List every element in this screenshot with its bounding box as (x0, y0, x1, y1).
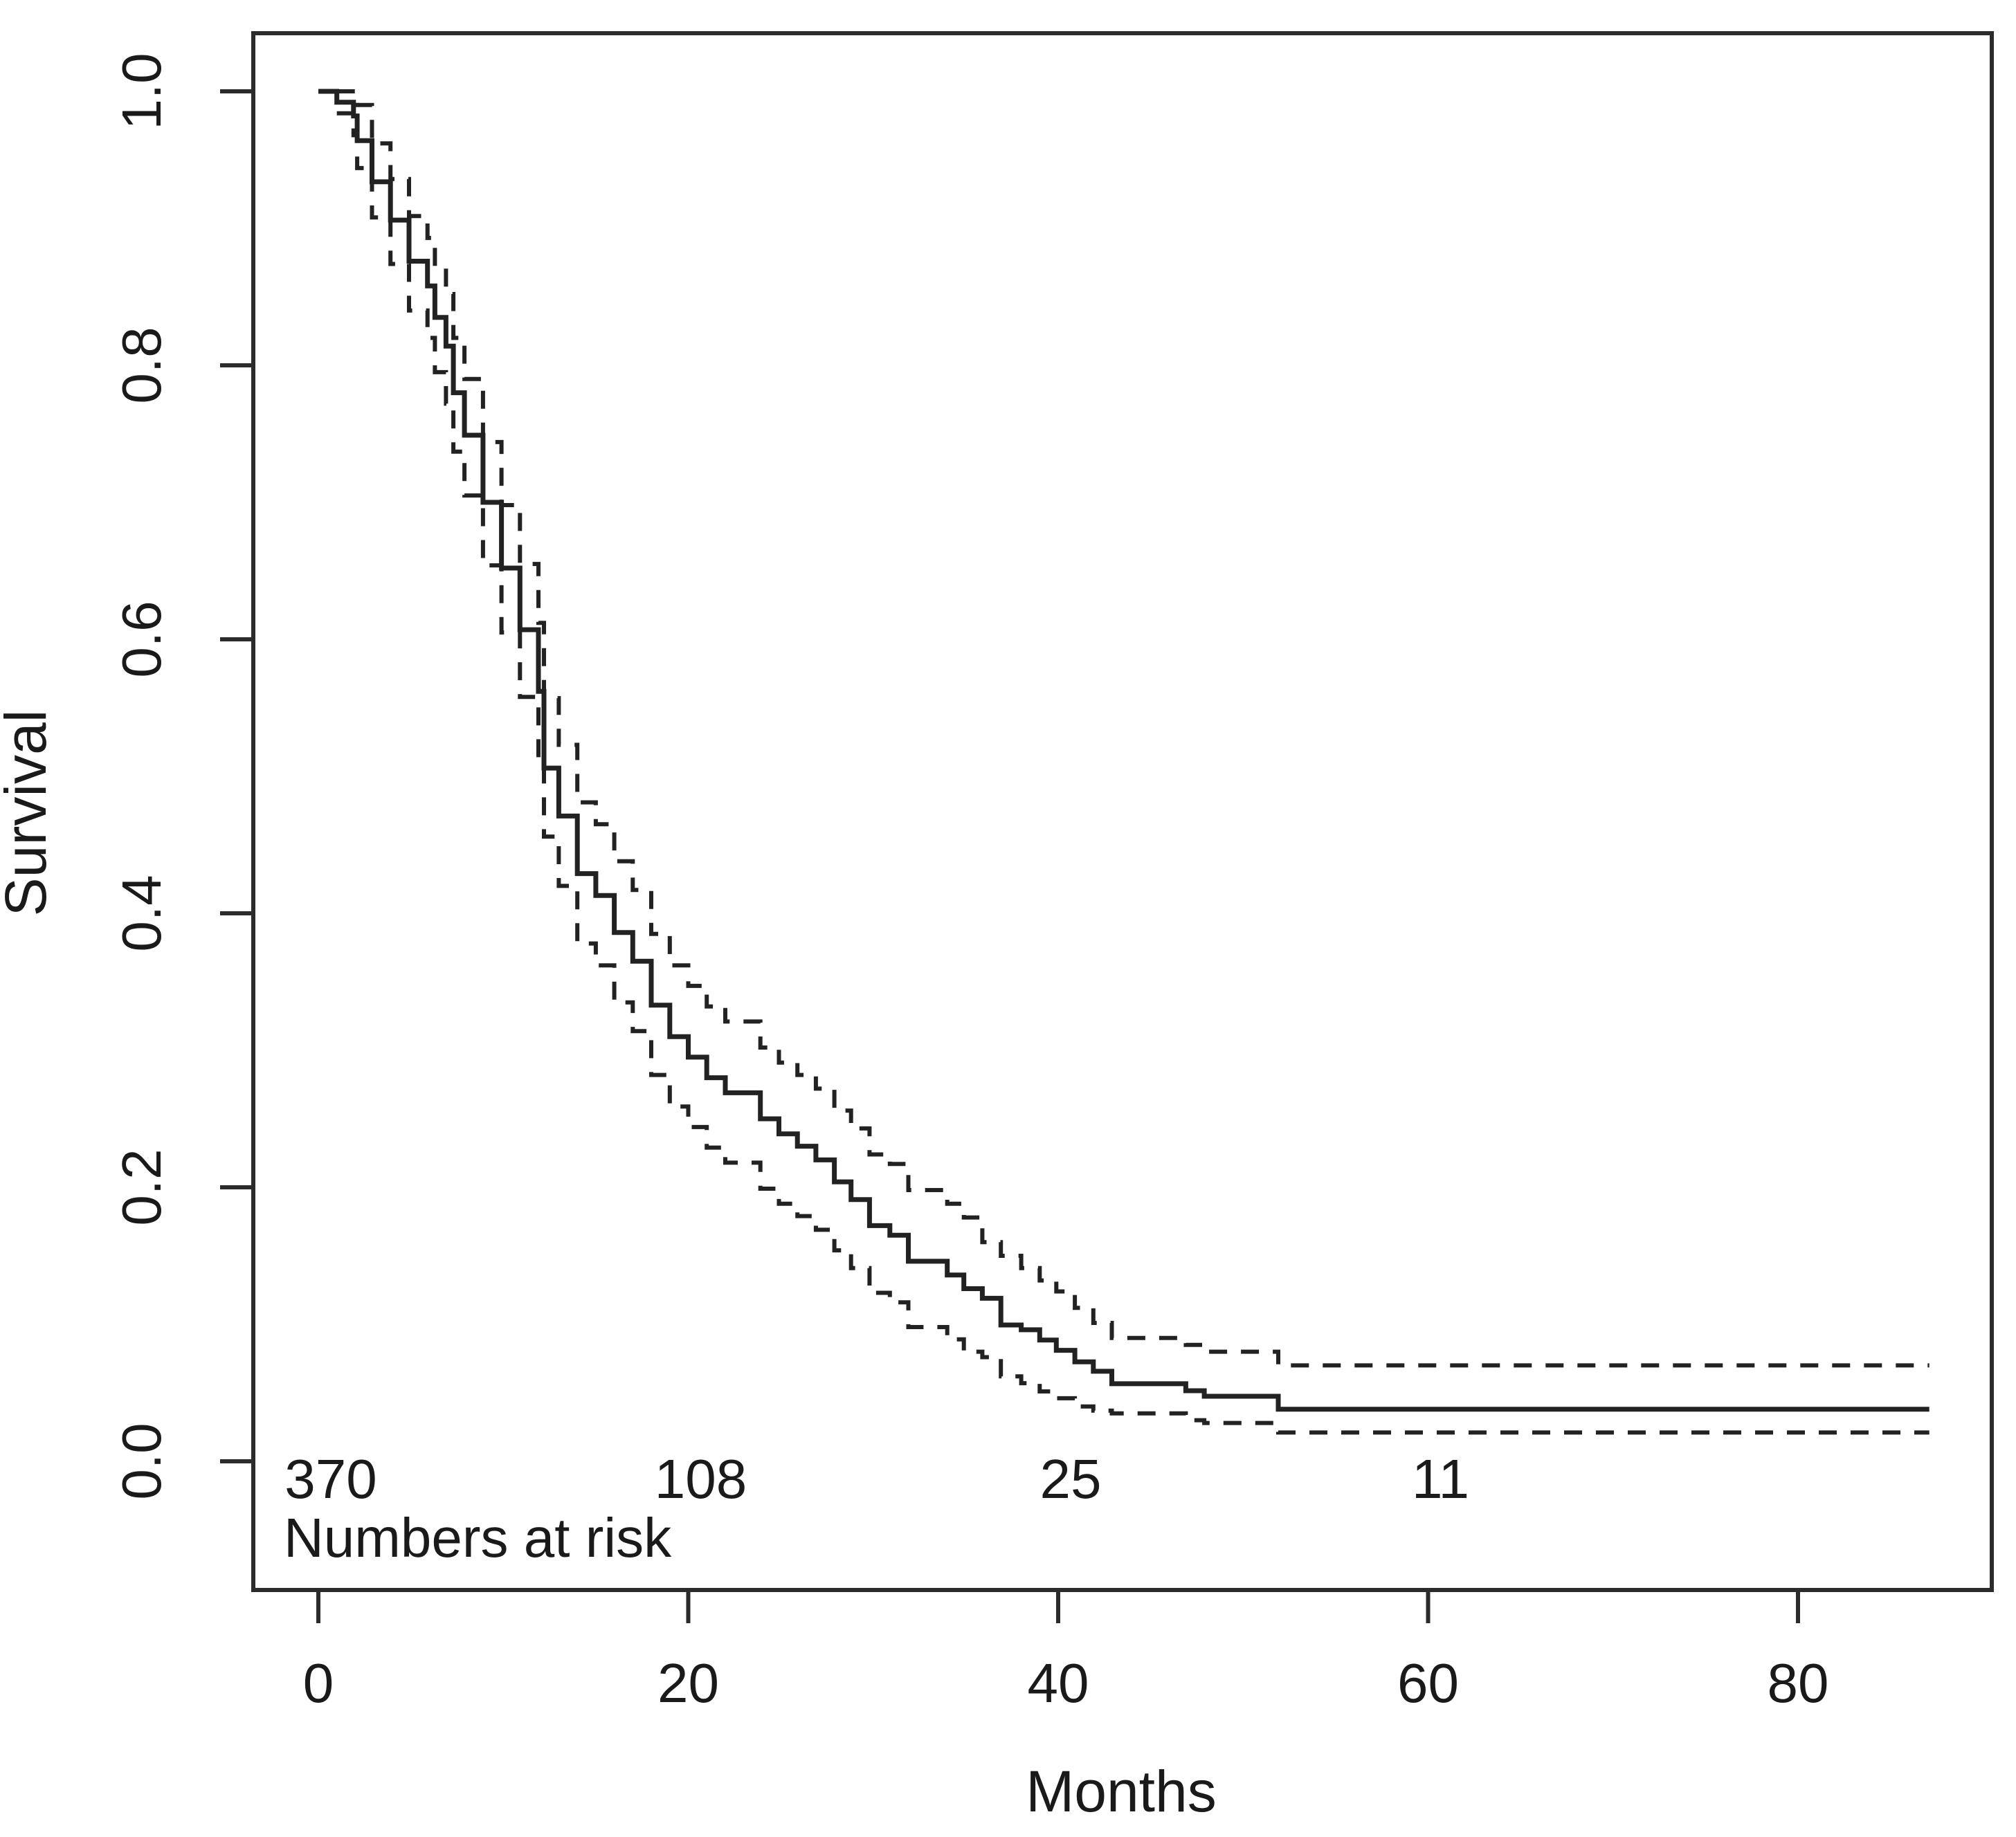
at-risk-count: 25 (1040, 1448, 1102, 1510)
at-risk-count: 11 (1412, 1448, 1469, 1510)
y-tick-label: 0.2 (111, 1149, 172, 1225)
axis-ticks-layer: 0 20 40 60 80 0.0 0.2 0.4 0.6 0.8 1.0 (111, 53, 1828, 1714)
x-tick-label: 0 (303, 1652, 334, 1714)
upper-ci-curve (336, 89, 1929, 1368)
y-tick-label: 0.0 (111, 1423, 172, 1499)
y-tick-label: 0.4 (111, 875, 172, 951)
plot-border (251, 31, 1994, 1592)
survival-curve (318, 89, 1929, 1412)
x-tick-label: 20 (657, 1652, 719, 1714)
x-axis-title: Months (1026, 1759, 1216, 1824)
y-tick-label: 0.8 (111, 327, 172, 403)
y-axis-title: Survival (0, 710, 58, 917)
at-risk-count: 108 (655, 1448, 747, 1510)
x-tick-label: 80 (1768, 1652, 1829, 1714)
numbers-at-risk-label: Numbers at risk (284, 1507, 672, 1569)
curves-layer (318, 89, 1929, 1435)
lower-ci-curve (336, 111, 1929, 1435)
y-tick-label: 0.6 (111, 601, 172, 677)
at-risk-count: 370 (284, 1448, 376, 1510)
y-tick-label: 1.0 (111, 53, 172, 129)
numbers-at-risk-layer: 370 108 25 11 (284, 1448, 1469, 1510)
x-tick-label: 40 (1028, 1652, 1089, 1714)
x-tick-label: 60 (1397, 1652, 1459, 1714)
